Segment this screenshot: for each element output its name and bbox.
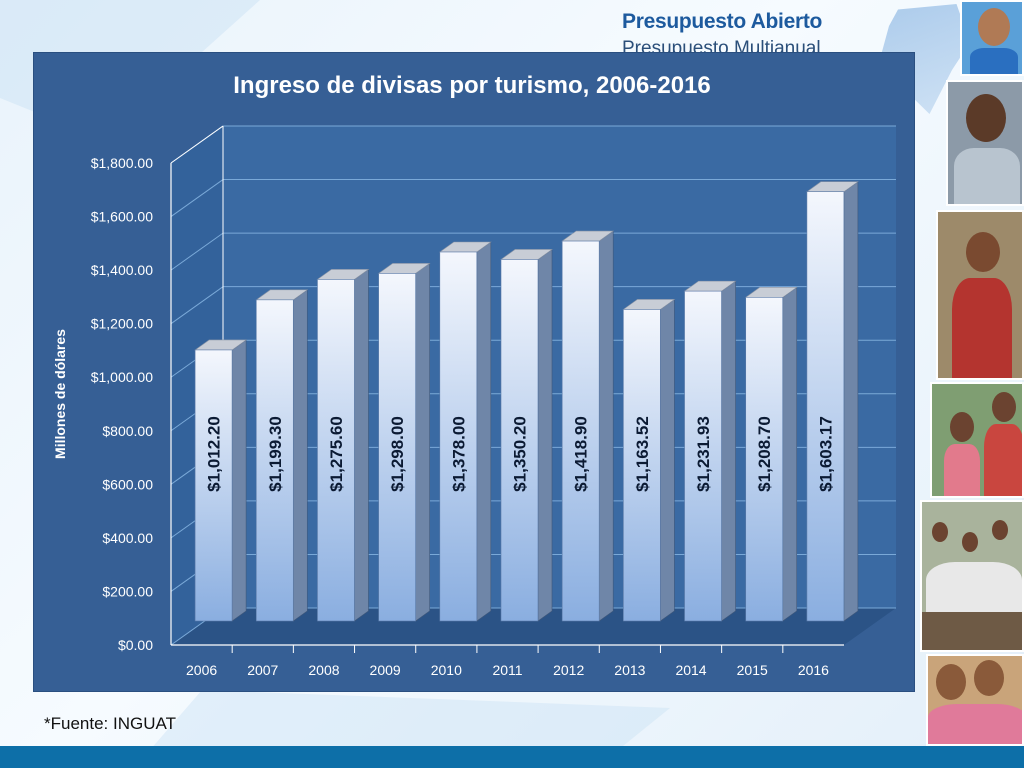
- gridline-side: [170, 179, 224, 217]
- chart-panel: Ingreso de divisas por turismo, 2006-201…: [34, 53, 914, 691]
- bar-value-label: $1,163.52: [633, 416, 652, 492]
- bar: [255, 299, 294, 622]
- y-tick-label: $800.00: [102, 423, 153, 439]
- background-shape: [150, 690, 670, 750]
- photo-children-4: [926, 654, 1024, 746]
- bar: [378, 273, 416, 622]
- bar: [623, 309, 661, 622]
- bar-side: [721, 280, 736, 622]
- bar-value-label: $1,418.90: [572, 416, 591, 492]
- bar-value-label: $1,298.00: [388, 416, 407, 492]
- bar-side: [598, 230, 614, 622]
- bar-value-label: $1,012.20: [205, 416, 224, 492]
- x-tick-label: 2013: [614, 662, 645, 678]
- x-tick-label: 2016: [798, 662, 829, 678]
- tourism-income-bar-chart: Ingreso de divisas por turismo, 2006-201…: [52, 72, 896, 678]
- bar: [806, 191, 845, 622]
- bar-side: [782, 286, 798, 622]
- x-tick-label: 2009: [370, 662, 401, 678]
- x-tick-label: 2011: [492, 662, 522, 678]
- y-tick-label: $1,600.00: [91, 209, 153, 225]
- gridline-side: [170, 286, 224, 325]
- bar-value-label: $1,208.70: [755, 416, 774, 492]
- bar-value-label: $1,199.30: [266, 416, 285, 492]
- x-tick-label: 2006: [186, 662, 217, 678]
- x-tick-label: 2014: [675, 662, 706, 678]
- source-note: *Fuente: INGUAT: [44, 714, 176, 733]
- bar-value-label: $1,231.93: [694, 416, 713, 492]
- bar: [684, 290, 722, 622]
- bar: [439, 251, 478, 622]
- bar-value-label: $1,350.20: [511, 416, 530, 492]
- axis-depth-line: [170, 125, 224, 164]
- bar-side: [292, 289, 308, 622]
- photo-child-1: [960, 0, 1024, 76]
- chart-title: Ingreso de divisas por turismo, 2006-201…: [233, 72, 711, 99]
- x-tick-label: 2010: [431, 662, 462, 678]
- gridline-side: [170, 232, 224, 271]
- bar: [317, 279, 355, 622]
- bar-side: [476, 241, 492, 622]
- photo-classroom: [920, 500, 1024, 652]
- brand-header: Presupuesto Abierto Presupuesto Multianu…: [622, 6, 892, 59]
- y-tick-label: $1,800.00: [91, 155, 153, 171]
- bar: [194, 349, 233, 622]
- y-tick-label: $400.00: [102, 530, 153, 546]
- bar-side: [231, 339, 247, 622]
- x-tick-label: 2008: [308, 662, 339, 678]
- bar-value-label: $1,275.60: [327, 416, 346, 492]
- y-tick-label: $200.00: [102, 583, 153, 599]
- y-tick-label: $1,200.00: [91, 316, 153, 332]
- bar-side: [354, 268, 369, 622]
- x-tick-label: 2007: [247, 662, 278, 678]
- bar-value-label: $1,603.17: [816, 416, 835, 492]
- bar: [500, 259, 539, 622]
- bar: [745, 297, 784, 622]
- bar-value-label: $1,378.00: [449, 416, 468, 492]
- y-tick-label: $600.00: [102, 476, 153, 492]
- brand-title: Presupuesto Abierto: [622, 10, 823, 33]
- photo-children-3: [930, 382, 1024, 498]
- bar-side: [843, 181, 859, 622]
- bar: [561, 240, 600, 622]
- y-tick-label: $1,400.00: [91, 262, 153, 278]
- bar-side: [660, 298, 675, 622]
- photo-farmer: [936, 210, 1024, 380]
- photo-strip: [920, 0, 1024, 746]
- photo-child-2: [946, 80, 1024, 206]
- x-tick-label: 2012: [553, 662, 584, 678]
- y-tick-label: $1,000.00: [91, 369, 153, 385]
- footer-bar: [0, 746, 1024, 768]
- bar-side: [415, 262, 430, 622]
- y-axis-label: Millones de dólares: [52, 329, 68, 459]
- bar-side: [537, 248, 553, 622]
- y-tick-label: $0.00: [118, 637, 153, 653]
- x-tick-label: 2015: [737, 662, 768, 678]
